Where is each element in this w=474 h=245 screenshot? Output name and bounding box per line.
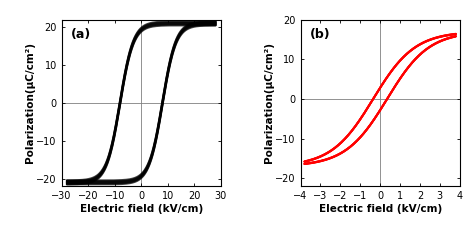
Text: (a): (a)	[71, 28, 91, 41]
Text: (b): (b)	[310, 28, 331, 41]
Y-axis label: Polarization(μC/cm²): Polarization(μC/cm²)	[264, 42, 274, 163]
X-axis label: Electric field (kV/cm): Electric field (kV/cm)	[80, 204, 203, 214]
Y-axis label: Polarization(μC/cm²): Polarization(μC/cm²)	[25, 42, 35, 163]
X-axis label: Electric field (kV/cm): Electric field (kV/cm)	[319, 204, 442, 214]
